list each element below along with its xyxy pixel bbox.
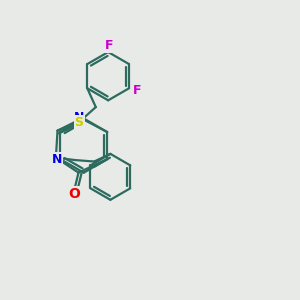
Text: F: F [104, 39, 113, 52]
Text: O: O [68, 187, 80, 201]
Text: F: F [133, 84, 142, 97]
Text: N: N [74, 111, 85, 124]
Text: S: S [74, 116, 83, 129]
Text: N: N [52, 153, 63, 166]
